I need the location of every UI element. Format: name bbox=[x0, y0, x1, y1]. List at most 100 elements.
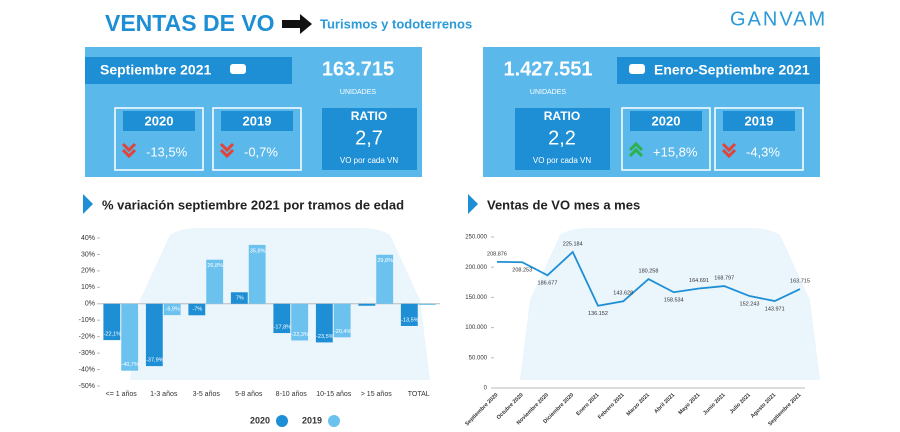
bar bbox=[206, 259, 224, 304]
value-label: -23,5% bbox=[316, 334, 334, 340]
value-label: 208.876 bbox=[487, 251, 507, 257]
x-tick-label: Marzo 2021 bbox=[626, 392, 651, 417]
value-label: 163.715 bbox=[790, 279, 810, 285]
legend-label: 2019 bbox=[302, 415, 322, 425]
marker bbox=[468, 194, 478, 214]
bar bbox=[121, 303, 139, 371]
x-tick-label: <= 1 años bbox=[106, 391, 138, 398]
value-label: 26,8% bbox=[207, 263, 223, 269]
year-bar bbox=[723, 111, 795, 131]
marker bbox=[83, 194, 93, 214]
bar bbox=[188, 303, 206, 316]
y-tick-label: 30% bbox=[81, 251, 95, 258]
bar bbox=[315, 303, 333, 343]
value-label: 164.691 bbox=[689, 278, 709, 284]
y-tick-label: -50% bbox=[79, 383, 95, 390]
arrow bbox=[282, 14, 312, 34]
car-icon bbox=[629, 64, 645, 74]
x-tick-label: TOTAL bbox=[408, 391, 430, 398]
trend-icon bbox=[121, 148, 137, 159]
bar bbox=[418, 303, 436, 305]
value-label: 143.971 bbox=[765, 306, 785, 312]
car-icon bbox=[230, 64, 246, 74]
ratio-label: RATIO bbox=[544, 109, 580, 123]
subtitle: Turismos y todoterrenos bbox=[320, 16, 472, 31]
change: -4,3% bbox=[746, 144, 780, 159]
value-label: -0,7% bbox=[420, 296, 434, 302]
comparison-box bbox=[114, 107, 204, 171]
change: +15,8% bbox=[653, 144, 698, 159]
logo: GANVAM bbox=[730, 8, 827, 30]
value-label: 180.258 bbox=[639, 269, 659, 275]
legend-label: 2020 bbox=[250, 415, 270, 425]
change: -0,7% bbox=[244, 144, 278, 159]
value-label: -7% bbox=[192, 307, 202, 313]
x-tick-label: 10-15 años bbox=[316, 391, 352, 398]
x-tick-label: > 15 años bbox=[361, 391, 392, 398]
trend-icon bbox=[721, 142, 737, 153]
trend-icon bbox=[628, 141, 644, 152]
y-tick-label: 250.000 bbox=[465, 235, 487, 241]
value-label: 168.797 bbox=[714, 275, 734, 281]
bar bbox=[376, 254, 394, 304]
change: -13,5% bbox=[146, 144, 188, 159]
x-tick-label: Febrero 2021 bbox=[597, 392, 625, 420]
chart-title: Ventas de VO mes a mes bbox=[487, 197, 640, 212]
legend-swatch bbox=[276, 415, 288, 427]
period: Enero-Septiembre 2021 bbox=[654, 62, 810, 78]
bar bbox=[230, 292, 248, 304]
y-tick-label: 40% bbox=[81, 235, 95, 242]
trend-icon bbox=[628, 147, 644, 158]
title: VENTAS DE VO bbox=[105, 10, 275, 36]
x-tick-label: Septiembre 2020 bbox=[464, 392, 499, 427]
x-tick-label: Agosto 2021 bbox=[750, 392, 777, 419]
bar bbox=[248, 244, 266, 304]
year-bar bbox=[123, 111, 195, 131]
value-label: -17,8% bbox=[274, 325, 292, 331]
value-label: 208.253 bbox=[512, 268, 532, 274]
trend-icon bbox=[219, 142, 235, 153]
y-tick-label: 100.000 bbox=[465, 325, 487, 331]
value-label: -13,5% bbox=[401, 317, 419, 323]
value-label: -37,9% bbox=[146, 358, 164, 364]
ratio-note: VO por cada VN bbox=[533, 156, 591, 165]
y-tick-label: 200.000 bbox=[465, 265, 487, 271]
trend-icon bbox=[121, 142, 137, 153]
x-tick-label: Enero 2021 bbox=[575, 392, 600, 417]
value-label: 29,8% bbox=[377, 258, 393, 264]
bar bbox=[145, 303, 163, 367]
chart-title: % variación septiembre 2021 por tramos d… bbox=[102, 197, 404, 212]
y-tick-label: 150.000 bbox=[465, 295, 487, 301]
y-tick-label: 20% bbox=[81, 268, 95, 275]
x-tick-label: 3-5 años bbox=[193, 391, 221, 398]
value-label: 143.628 bbox=[613, 291, 633, 297]
value-label: 158.534 bbox=[664, 298, 684, 304]
y-tick-label: 10% bbox=[81, 284, 95, 291]
units-label: UNIDADES bbox=[340, 89, 377, 96]
value-label: -22,1% bbox=[104, 332, 122, 338]
value-label: -20,4% bbox=[334, 329, 352, 335]
x-tick-label: Julio 2021 bbox=[729, 392, 752, 415]
comparison-box bbox=[212, 107, 302, 171]
ratio-label: RATIO bbox=[351, 109, 387, 123]
ratio-box bbox=[322, 108, 417, 170]
comparison-box bbox=[714, 107, 804, 171]
units-label: UNIDADES bbox=[530, 89, 567, 96]
trend-icon bbox=[721, 148, 737, 159]
value-label: 136.152 bbox=[588, 311, 608, 317]
value-label: -40,7% bbox=[121, 362, 139, 368]
year-bar bbox=[630, 111, 702, 131]
x-tick-label: Mayo 2021 bbox=[678, 392, 702, 416]
year: 2019 bbox=[745, 113, 774, 128]
y-tick-label: -10% bbox=[79, 317, 95, 324]
value-label: 152.243 bbox=[740, 301, 760, 307]
value-label: 7% bbox=[236, 296, 244, 302]
line bbox=[496, 250, 801, 307]
x-tick-label: 8-10 años bbox=[276, 391, 308, 398]
period-bar bbox=[85, 57, 292, 84]
x-tick-label: 1-3 años bbox=[150, 391, 178, 398]
x-tick-label: 5-8 años bbox=[235, 391, 263, 398]
y-tick-label: -40% bbox=[79, 366, 95, 373]
ratio-box bbox=[515, 108, 610, 170]
